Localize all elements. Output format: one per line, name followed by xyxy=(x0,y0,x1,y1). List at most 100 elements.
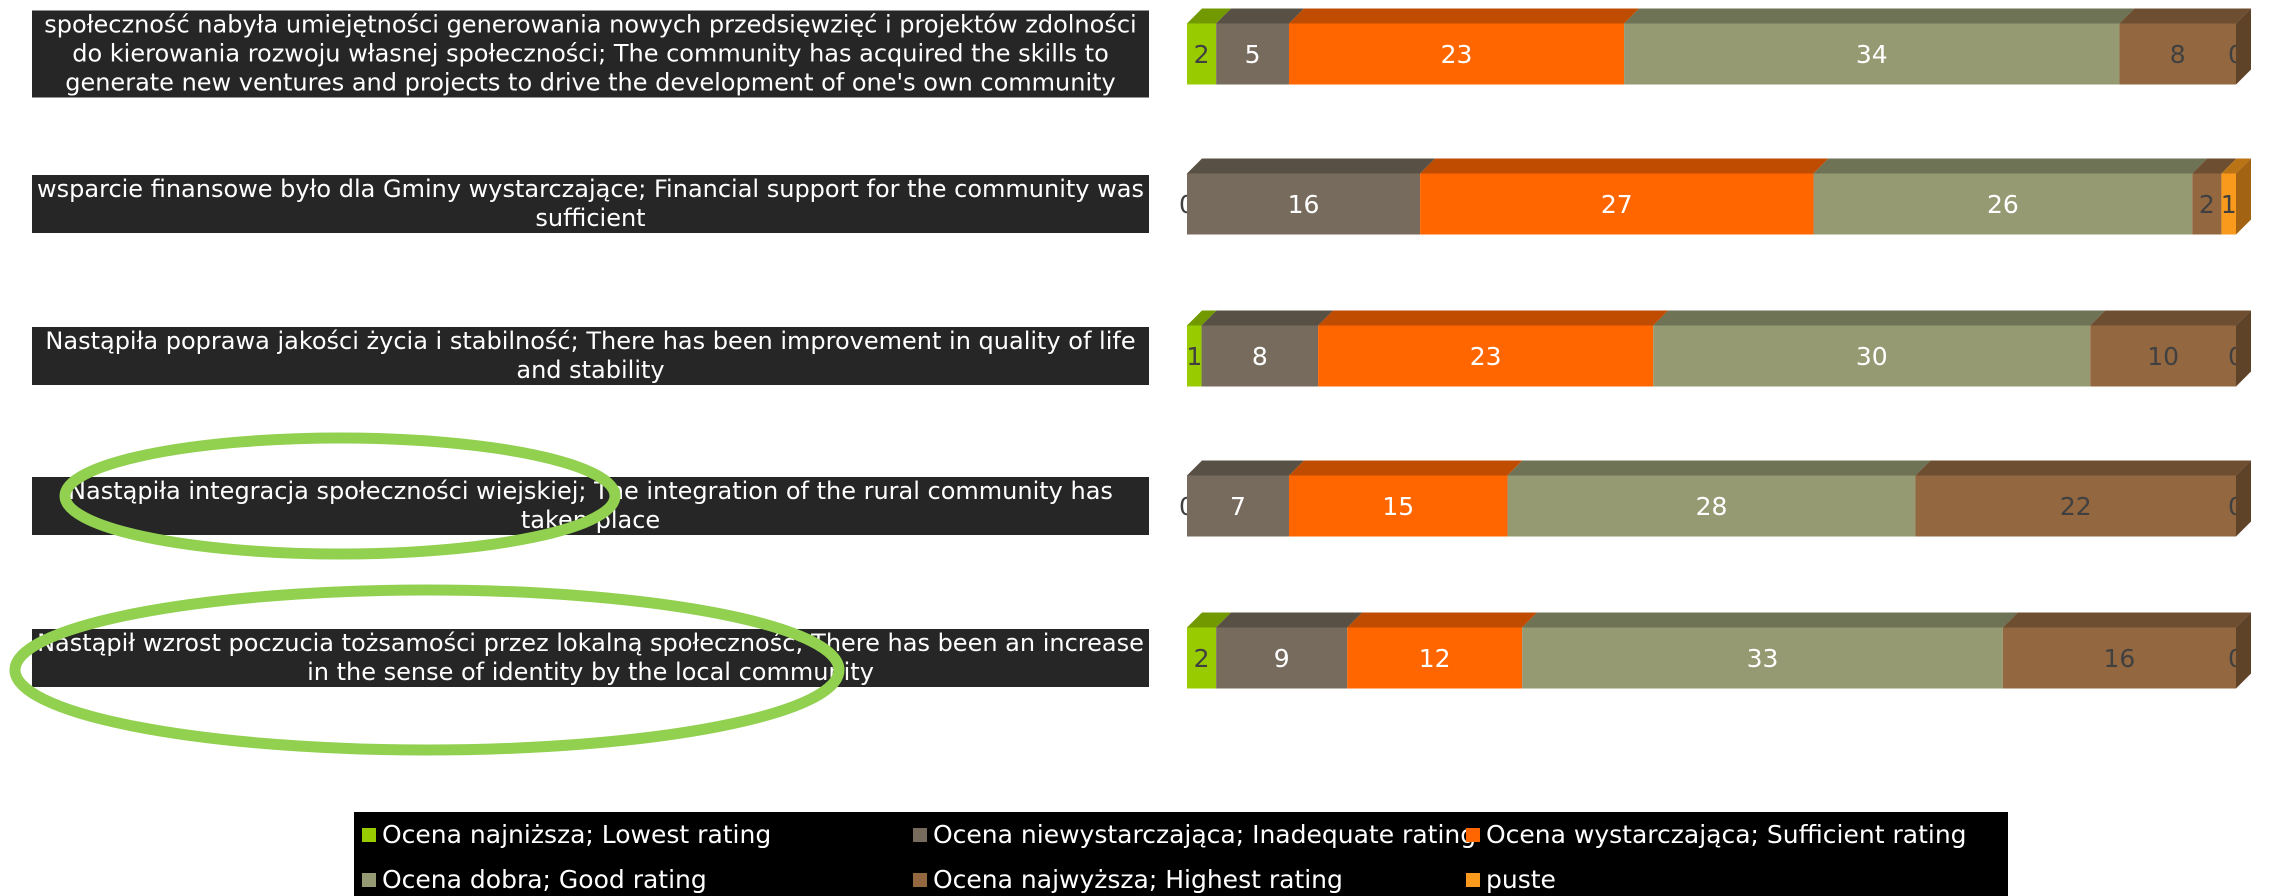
bar-segment xyxy=(1347,627,1523,689)
bar-segment xyxy=(2119,23,2236,85)
bar-top xyxy=(2192,158,2237,174)
bar-segment xyxy=(1216,23,1289,85)
value-label: 12 xyxy=(1419,644,1451,673)
value-label: 9 xyxy=(1274,644,1290,673)
value-label: 34 xyxy=(1856,40,1888,69)
value-label: 16 xyxy=(1288,190,1320,219)
bar-top xyxy=(1288,460,1523,476)
category-label: społeczność nabyła umiejętności generowa… xyxy=(32,10,1149,98)
value-label: 2 xyxy=(1194,40,1210,69)
legend-item: puste xyxy=(1466,865,1556,895)
bar-side-shade xyxy=(2236,158,2251,235)
value-label: 23 xyxy=(1470,342,1502,371)
value-label: 22 xyxy=(2060,492,2092,521)
bar-top xyxy=(1624,8,2135,24)
bar-side xyxy=(2236,612,2251,689)
bar-side-shade xyxy=(2236,310,2251,387)
bar-top-shade xyxy=(1187,612,1232,628)
bar-top xyxy=(1813,158,2208,174)
bar-side-shade xyxy=(2236,460,2251,537)
bar-segment xyxy=(1187,23,1217,85)
bar-top-shade xyxy=(1347,612,1538,628)
bar-top-shade xyxy=(1201,310,1334,326)
bar-segment xyxy=(1653,325,2091,387)
value-label: 1 xyxy=(1186,342,1202,371)
bar-top-shade xyxy=(1522,612,2018,628)
bar-side xyxy=(2236,310,2251,387)
legend-item: Ocena najniższa; Lowest rating xyxy=(362,820,771,850)
value-label: 2 xyxy=(2199,190,2215,219)
value-label: 27 xyxy=(1601,190,1633,219)
bar-top xyxy=(1507,460,1931,476)
bar-segment xyxy=(1507,475,1916,537)
legend-swatch xyxy=(362,828,376,842)
bar-side-shade xyxy=(2236,612,2251,689)
category-label: Nastąpiła poprawa jakości życia i stabil… xyxy=(32,327,1149,385)
bar-top-shade xyxy=(1653,310,2106,326)
legend-label: Ocena najwyższa; Highest rating xyxy=(933,865,1343,894)
bar-top xyxy=(1288,8,1640,24)
legend-item: Ocena najwyższa; Highest rating xyxy=(913,865,1343,895)
value-label: 10 xyxy=(2147,342,2179,371)
bar-segment xyxy=(1187,173,1421,235)
bar-top-shade xyxy=(1216,8,1304,24)
bar-top xyxy=(1187,158,1436,174)
bar-segment xyxy=(1187,475,1289,537)
bar-top-shade xyxy=(1187,310,1217,326)
bar-segment xyxy=(1216,627,1348,689)
value-label: 2 xyxy=(1194,644,1210,673)
value-label: 28 xyxy=(1696,492,1728,521)
bar-side xyxy=(2236,8,2251,85)
bar-segment xyxy=(1288,475,1508,537)
bar-segment xyxy=(1915,475,2236,537)
bar-segment xyxy=(1288,23,1625,85)
category-label: wsparcie finansowe było dla Gminy wystar… xyxy=(32,175,1149,233)
value-label: 26 xyxy=(1987,190,2019,219)
bar-top xyxy=(1187,310,1217,326)
legend-label: Ocena dobra; Good rating xyxy=(382,865,707,894)
bar-top xyxy=(2221,158,2251,174)
bar-top xyxy=(1216,612,1363,628)
value-label: 30 xyxy=(1856,342,1888,371)
bar-segment xyxy=(1624,23,2120,85)
bar-top xyxy=(2002,612,2251,628)
bar-top-shade xyxy=(2002,612,2251,628)
bar-segment xyxy=(1187,325,1202,387)
bar-top-shade xyxy=(1813,158,2208,174)
bar-segment xyxy=(1201,325,1319,387)
value-label: 8 xyxy=(1252,342,1268,371)
legend-swatch xyxy=(1466,873,1480,887)
bar-top xyxy=(1201,310,1334,326)
category-label: Nastąpił wzrost poczucia tożsamości prze… xyxy=(32,629,1149,687)
bar-side xyxy=(2236,158,2251,235)
bar-top-shade xyxy=(1288,8,1640,24)
value-label: 1 xyxy=(2221,190,2237,219)
bar-top xyxy=(1420,158,1829,174)
bar-segment xyxy=(1522,627,2003,689)
legend-item: Ocena niewystarczająca; Inadequate ratin… xyxy=(913,820,1476,850)
legend-label: Ocena wystarczająca; Sufficient rating xyxy=(1486,820,1967,849)
legend-label: puste xyxy=(1486,865,1556,894)
value-label: 8 xyxy=(2170,40,2186,69)
bar-top xyxy=(1915,460,2251,476)
legend-label: Ocena najniższa; Lowest rating xyxy=(382,820,772,849)
bar-top xyxy=(2119,8,2251,24)
bar-top-shade xyxy=(1187,8,1232,24)
bar-top-shade xyxy=(1187,460,1304,476)
legend-swatch xyxy=(1466,828,1480,842)
bar-top-shade xyxy=(1507,460,1931,476)
value-label: 16 xyxy=(2104,644,2136,673)
bar-top xyxy=(1522,612,2018,628)
legend-swatch xyxy=(913,873,927,887)
bar-top-shade xyxy=(1216,612,1363,628)
value-label: 7 xyxy=(1230,492,1246,521)
bar-top-shade xyxy=(2221,158,2251,174)
legend-label: Ocena niewystarczająca; Inadequate ratin… xyxy=(933,820,1477,849)
bar-top xyxy=(1216,8,1304,24)
legend-item: Ocena dobra; Good rating xyxy=(362,865,707,895)
category-label: Nastąpiła integracja społeczności wiejsk… xyxy=(32,477,1149,535)
value-label: 15 xyxy=(1382,492,1414,521)
bar-top xyxy=(2090,310,2251,326)
bar-segment xyxy=(2192,173,2222,235)
